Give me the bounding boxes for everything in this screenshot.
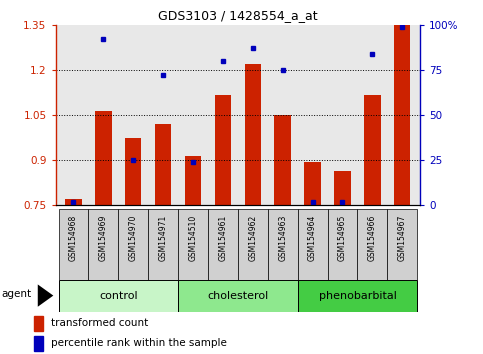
Text: GSM154968: GSM154968	[69, 215, 78, 261]
Bar	[357, 209, 387, 280]
Bar	[238, 209, 268, 280]
Bar	[125, 138, 142, 205]
Text: percentile rank within the sample: percentile rank within the sample	[51, 338, 227, 348]
Text: GSM154964: GSM154964	[308, 215, 317, 261]
Text: GSM154510: GSM154510	[188, 215, 198, 261]
Bar	[34, 336, 43, 350]
Text: cholesterol: cholesterol	[207, 291, 269, 301]
Text: GSM154967: GSM154967	[398, 215, 407, 261]
Bar	[58, 280, 178, 312]
Text: control: control	[99, 291, 138, 301]
Bar	[118, 209, 148, 280]
Bar	[215, 96, 231, 205]
Title: GDS3103 / 1428554_a_at: GDS3103 / 1428554_a_at	[158, 9, 318, 22]
Text: GSM154966: GSM154966	[368, 215, 377, 261]
Bar	[268, 209, 298, 280]
Bar	[178, 280, 298, 312]
Bar	[178, 209, 208, 280]
Bar	[148, 209, 178, 280]
Bar	[65, 199, 82, 205]
Text: GSM154962: GSM154962	[248, 215, 257, 261]
Bar	[394, 25, 411, 205]
Text: GSM154965: GSM154965	[338, 215, 347, 261]
Bar	[155, 124, 171, 205]
Bar	[334, 171, 351, 205]
Bar	[34, 316, 43, 331]
Bar	[274, 115, 291, 205]
Bar	[387, 209, 417, 280]
Text: GSM154961: GSM154961	[218, 215, 227, 261]
Bar	[58, 209, 88, 280]
Text: GSM154970: GSM154970	[129, 215, 138, 261]
Bar	[298, 280, 417, 312]
Bar	[327, 209, 357, 280]
Bar	[364, 96, 381, 205]
Bar	[304, 162, 321, 205]
Bar	[298, 209, 327, 280]
Bar	[95, 110, 112, 205]
Text: GSM154963: GSM154963	[278, 215, 287, 261]
Text: GSM154971: GSM154971	[158, 215, 168, 261]
Bar	[208, 209, 238, 280]
Bar	[185, 156, 201, 205]
Text: GSM154969: GSM154969	[99, 215, 108, 261]
Text: agent: agent	[1, 289, 31, 299]
Bar	[88, 209, 118, 280]
Bar	[244, 64, 261, 205]
Polygon shape	[38, 285, 53, 307]
Text: phenobarbital: phenobarbital	[318, 291, 397, 301]
Text: transformed count: transformed count	[51, 318, 148, 329]
